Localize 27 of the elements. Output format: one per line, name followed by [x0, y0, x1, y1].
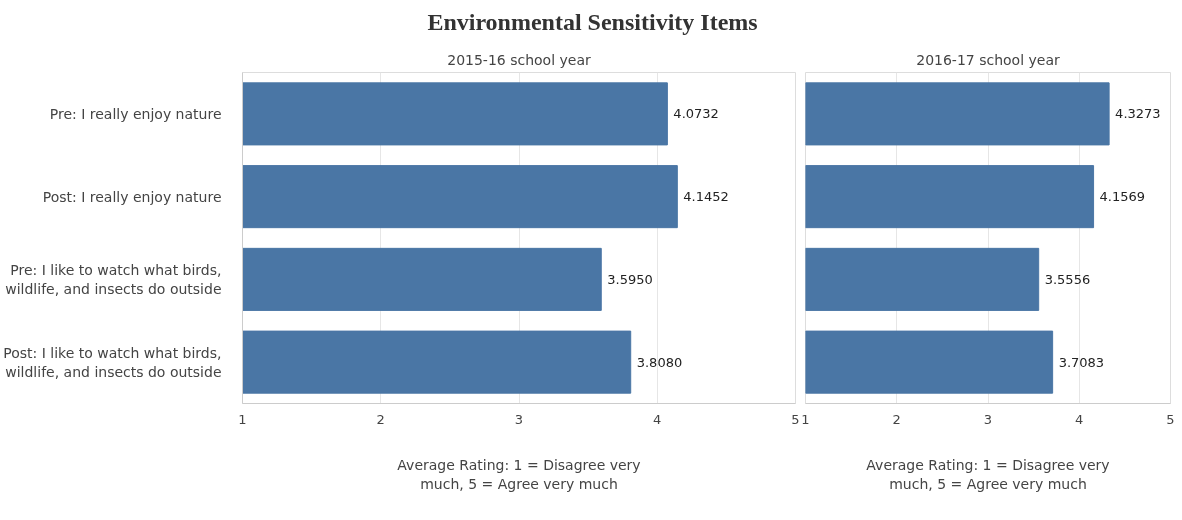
- data-label: 4.1569: [1099, 189, 1146, 205]
- y-tick-label: Pre: I like to watch what birds, wildlife, and insects do outside: [5, 262, 222, 298]
- x-axis-title: Average Rating: 1 = Disagree very much, 5 = Agree very much: [866, 456, 1110, 492]
- x-tick-label: 5: [1166, 411, 1175, 427]
- data-label: 3.8080: [636, 354, 683, 370]
- chart-subtitle: 2015-16 school year: [447, 51, 591, 68]
- chart-title: Environmental Sensitivity Items: [427, 8, 758, 37]
- x-tick-label: 4: [1075, 411, 1084, 427]
- y-tick-label: Post: I really enjoy nature: [42, 188, 222, 205]
- data-label: 4.3273: [1115, 106, 1161, 122]
- x-tick-label: 5: [791, 411, 800, 427]
- x-tick-label: 3: [514, 411, 524, 427]
- x-tick-label: 4: [653, 411, 662, 427]
- data-label: 3.5556: [1044, 272, 1091, 288]
- data-label: 4.0732: [673, 106, 719, 122]
- x-tick-label: 1: [238, 411, 247, 427]
- chart-subtitle: 2016-17 school year: [916, 51, 1060, 68]
- data-label: 3.5950: [607, 272, 653, 288]
- data-label: 4.1452: [683, 189, 729, 205]
- x-tick-label: 2: [892, 411, 901, 427]
- x-tick-label: 1: [801, 411, 810, 427]
- y-tick-label: Post: I like to watch what birds, wildlife, and insects do outside: [3, 344, 222, 381]
- x-axis-title: Average Rating: 1 = Disagree very much, 5 = Agree very much: [397, 456, 641, 492]
- x-tick-label: 3: [983, 411, 993, 427]
- x-tick-label: 2: [376, 411, 385, 427]
- data-label: 3.7083: [1058, 354, 1105, 370]
- y-tick-label: Pre: I really enjoy nature: [49, 106, 222, 123]
